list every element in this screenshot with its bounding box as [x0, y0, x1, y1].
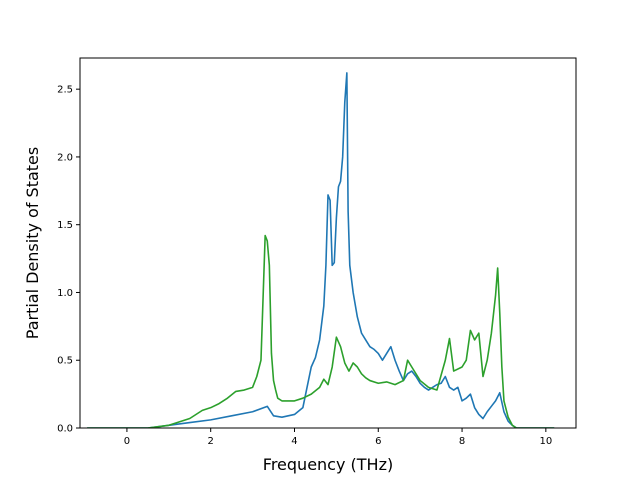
x-tick-label: 2: [208, 436, 214, 447]
axes-frame: [79, 57, 577, 429]
x-tick-label: 0: [124, 436, 130, 447]
y-axis-label: Partial Density of States: [23, 147, 42, 339]
y-tick-label: 2.5: [57, 85, 73, 96]
x-tick-label: 6: [375, 436, 381, 447]
y-axis-ticks: 0.0 0.5 1.0 1.5 2.0 2.5: [57, 85, 80, 435]
x-axis-ticks: 0 2 4 6 8 10: [124, 428, 552, 447]
y-tick-label: 2.0: [57, 152, 73, 163]
x-tick-label: 4: [291, 436, 297, 447]
y-tick-label: 1.5: [57, 220, 73, 231]
x-tick-label: 8: [459, 436, 465, 447]
plot-area: [87, 72, 555, 428]
series-line-1: [87, 72, 555, 428]
x-axis-label: Frequency (THz): [263, 455, 393, 474]
series-line-2: [87, 234, 555, 428]
y-tick-label: 0.5: [57, 356, 73, 367]
y-tick-label: 0.0: [57, 424, 73, 435]
y-tick-label: 1.0: [57, 288, 73, 299]
x-tick-label: 10: [539, 436, 552, 447]
